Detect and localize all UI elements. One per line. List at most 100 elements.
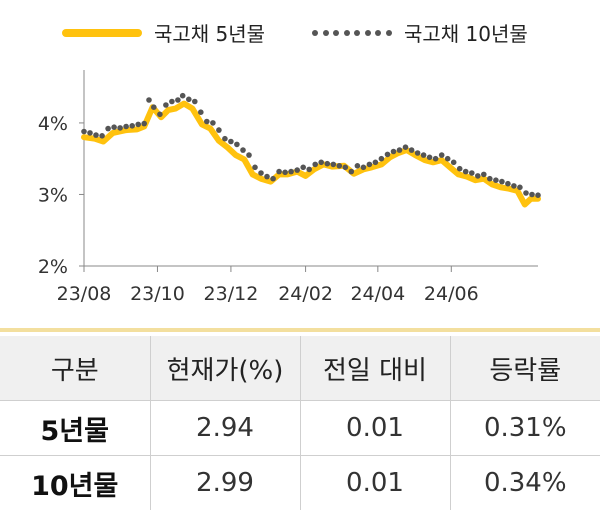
data-point-10y [169, 99, 175, 105]
data-point-10y [505, 181, 511, 187]
table-top-border [0, 328, 600, 332]
data-point-10y [343, 165, 349, 171]
data-point-10y [415, 150, 421, 156]
chart-legend: 국고채 5년물 국고채 10년물 [0, 12, 600, 52]
data-point-10y [493, 177, 499, 183]
legend-swatch-5y [62, 29, 142, 37]
x-tick-label: 24/04 [350, 283, 405, 305]
data-point-10y [135, 122, 141, 128]
data-point-10y [337, 163, 343, 169]
data-point-10y [385, 152, 391, 158]
data-point-10y [129, 123, 135, 129]
data-point-10y [87, 130, 93, 136]
x-tick-label: 23/10 [130, 283, 185, 305]
data-point-10y [246, 152, 252, 158]
row-label-10y: 10년물 [0, 456, 150, 510]
table-header-row: 구분 현재가(%) 전일 대비 등락률 [0, 336, 600, 401]
data-point-10y [175, 97, 181, 103]
data-point-10y [499, 179, 505, 185]
data-point-10y [163, 102, 169, 108]
yield-table: 구분 현재가(%) 전일 대비 등락률 5년물 2.94 0.01 0.31% … [0, 336, 600, 510]
data-point-10y [186, 97, 192, 103]
data-point-10y [270, 176, 276, 182]
data-point-10y [517, 185, 523, 191]
data-point-10y [282, 170, 288, 176]
data-point-10y [204, 119, 210, 125]
row-label-5y: 5년물 [0, 401, 150, 456]
y-tick-label: 3% [38, 184, 68, 206]
data-point-10y [111, 124, 117, 130]
cell-current-5y: 2.94 [150, 401, 300, 456]
x-tick-label: 23/08 [57, 283, 112, 305]
data-point-10y [451, 160, 457, 166]
data-point-10y [355, 163, 361, 169]
x-tick-label: 23/12 [204, 283, 259, 305]
series-line-5y [84, 104, 538, 205]
data-point-10y [294, 167, 300, 173]
y-tick-label: 4% [38, 113, 68, 135]
legend-swatch-10y [312, 29, 392, 37]
data-point-10y [276, 169, 282, 175]
data-point-10y [349, 169, 355, 175]
table-row: 5년물 2.94 0.01 0.31% [0, 401, 600, 456]
table-row: 10년물 2.99 0.01 0.34% [0, 456, 600, 510]
data-point-10y [475, 173, 481, 179]
data-point-10y [523, 190, 529, 196]
header-category: 구분 [0, 336, 150, 401]
data-point-10y [216, 127, 222, 133]
data-point-10y [409, 147, 415, 153]
data-point-10y [529, 192, 535, 198]
legend-item-10y: 국고채 10년물 [312, 18, 528, 47]
yield-table-section: 구분 현재가(%) 전일 대비 등락률 5년물 2.94 0.01 0.31% … [0, 328, 600, 504]
data-point-10y [264, 174, 270, 180]
data-point-10y [146, 97, 152, 103]
data-point-10y [511, 183, 517, 189]
legend-label-10y: 국고채 10년물 [404, 18, 528, 47]
data-point-10y [373, 160, 379, 166]
data-point-10y [457, 166, 463, 172]
data-point-10y [469, 170, 475, 176]
data-point-10y [487, 176, 493, 182]
data-point-10y [403, 144, 409, 150]
data-point-10y [180, 93, 186, 99]
data-point-10y [379, 156, 385, 162]
data-point-10y [93, 132, 99, 138]
data-point-10y [141, 121, 147, 127]
data-point-10y [288, 169, 294, 175]
data-point-10y [151, 104, 157, 110]
data-point-10y [123, 124, 129, 130]
cell-rate-5y: 0.31% [450, 401, 600, 456]
data-point-10y [535, 192, 541, 198]
cell-current-10y: 2.99 [150, 456, 300, 510]
data-point-10y [198, 109, 204, 115]
legend-item-5y: 국고채 5년물 [62, 18, 265, 47]
legend-label-5y: 국고채 5년물 [154, 18, 265, 47]
cell-rate-10y: 0.34% [450, 456, 600, 510]
data-point-10y [252, 165, 258, 171]
data-point-10y [240, 147, 246, 153]
x-tick-label: 24/06 [424, 283, 479, 305]
data-point-10y [433, 156, 439, 162]
data-point-10y [331, 162, 337, 168]
data-point-10y [210, 120, 216, 126]
data-point-10y [234, 142, 240, 148]
data-point-10y [463, 169, 469, 175]
y-tick-label: 2% [38, 256, 68, 278]
data-point-10y [81, 129, 87, 135]
data-point-10y [258, 170, 264, 176]
cell-change-10y: 0.01 [300, 456, 450, 510]
header-change: 전일 대비 [300, 336, 450, 401]
header-current: 현재가(%) [150, 336, 300, 401]
data-point-10y [117, 125, 123, 131]
data-point-10y [306, 167, 312, 173]
data-point-10y [421, 152, 427, 158]
data-point-10y [481, 172, 487, 178]
data-point-10y [367, 162, 373, 168]
data-point-10y [312, 162, 318, 168]
data-point-10y [318, 160, 324, 166]
data-point-10y [300, 165, 306, 171]
data-point-10y [105, 126, 111, 132]
data-point-10y [439, 152, 445, 158]
data-point-10y [391, 149, 397, 155]
